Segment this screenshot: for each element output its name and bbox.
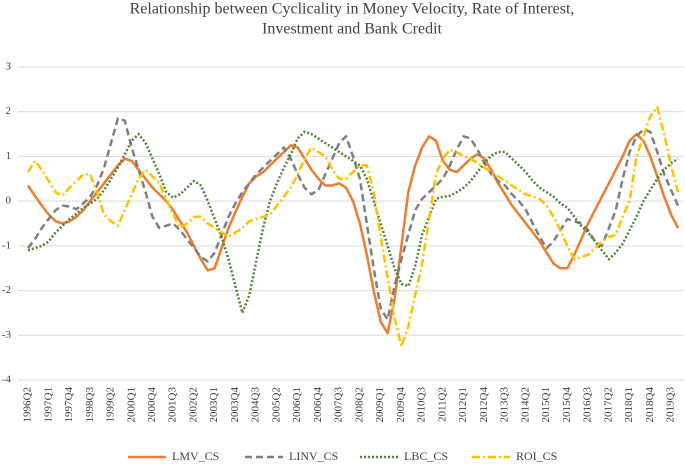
x-tick-label: 2012Q1 (457, 387, 469, 422)
y-tick-label: -1 (2, 239, 11, 251)
chart-title: Relationship between Cyclicality in Mone… (130, 1, 575, 18)
y-tick-label: -3 (2, 329, 12, 341)
x-tick-label: 2002Q2 (187, 387, 199, 422)
chart-title: Investment and Bank Credit (262, 21, 443, 38)
x-tick-label: 2017Q2 (602, 387, 614, 422)
x-tick-label: 2012Q4 (478, 387, 490, 423)
x-tick-label: 2009Q4 (395, 387, 407, 423)
series-line (27, 117, 680, 321)
x-tick-label: 2018Q4 (644, 387, 656, 423)
y-tick-label: 3 (6, 61, 12, 73)
y-tick-label: 2 (6, 105, 12, 117)
x-tick-label: 2016Q3 (582, 387, 594, 423)
legend-label: LMV_CS (172, 449, 219, 463)
x-tick-label: 2014Q2 (519, 387, 531, 422)
series-line (26, 132, 680, 335)
legend-label: LINV_CS (289, 449, 338, 463)
x-tick-label: 1997Q4 (63, 387, 75, 423)
y-tick-label: 1 (6, 150, 12, 162)
x-tick-label: 2010Q3 (416, 387, 428, 423)
x-tick-label: 2000Q1 (125, 387, 137, 422)
x-tick-label: 2004Q3 (250, 387, 262, 423)
x-tick-label: 2006Q1 (291, 387, 303, 422)
y-tick-label: -2 (2, 284, 11, 296)
x-tick-label: 2013Q3 (499, 387, 511, 423)
series-line (27, 130, 679, 315)
legend-label: LBC_CS (404, 449, 448, 463)
legend-label: ROI_CS (516, 449, 557, 463)
y-tick-label: 0 (6, 195, 12, 207)
x-tick-label: 2005Q2 (270, 387, 282, 422)
x-tick-label: 2011Q2 (436, 387, 448, 422)
series-line (26, 105, 680, 348)
x-tick-label: 2015Q4 (561, 387, 573, 423)
x-tick-label: 2003Q1 (208, 387, 220, 422)
x-tick-label: 2000Q4 (146, 387, 158, 423)
x-tick-label: 1997Q1 (42, 387, 54, 422)
x-tick-label: 2007Q3 (333, 387, 345, 423)
x-tick-label: 2001Q3 (167, 387, 179, 423)
y-tick-label: -4 (2, 374, 12, 386)
x-tick-label: 2019Q3 (665, 387, 677, 423)
x-tick-label: 1998Q3 (84, 387, 96, 423)
x-tick-label: 2015Q1 (540, 387, 552, 422)
x-tick-label: 2006Q4 (312, 387, 324, 423)
x-tick-label: 1999Q2 (105, 387, 117, 422)
x-tick-label: 2009Q1 (374, 387, 386, 422)
x-tick-label: 2018Q1 (623, 387, 635, 422)
x-tick-label: 2003Q4 (229, 387, 241, 423)
x-tick-label: 1996Q2 (22, 387, 34, 422)
x-tick-label: 2008Q2 (353, 387, 365, 422)
